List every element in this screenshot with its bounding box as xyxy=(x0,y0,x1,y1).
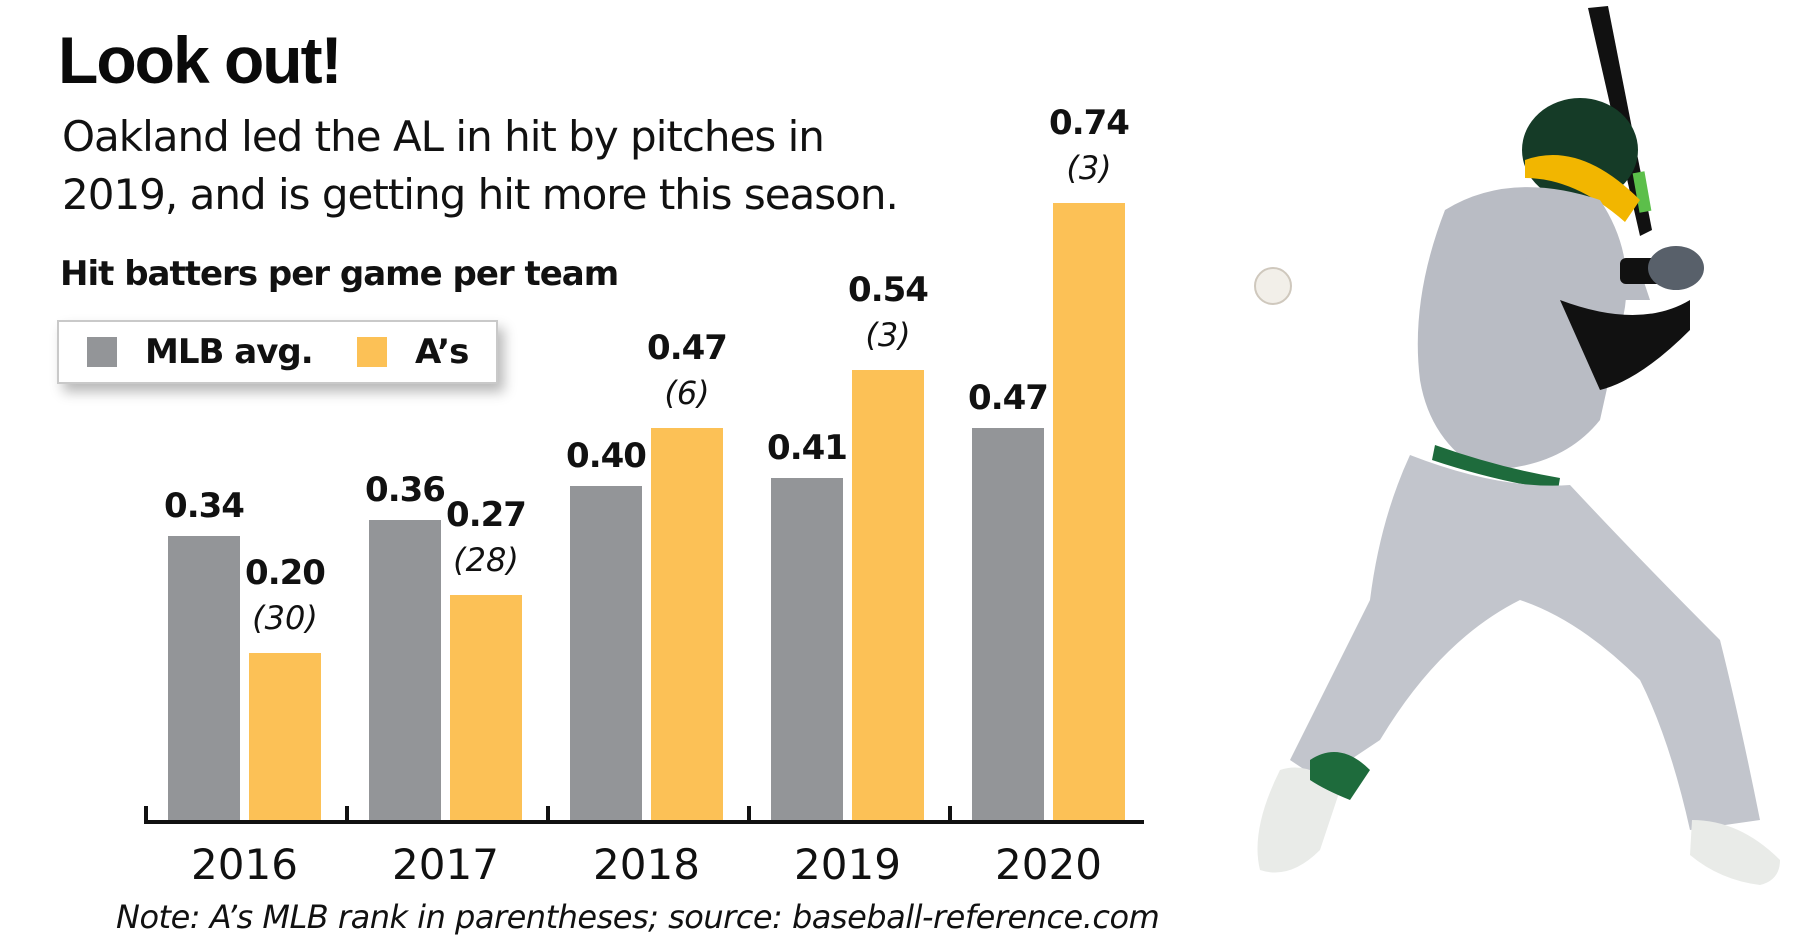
subtitle-line-1: Oakland led the AL in hit by pitches in xyxy=(62,112,825,161)
value-label-mlb-2017: 0.36 xyxy=(365,469,446,510)
bar-mlb-2020 xyxy=(972,428,1044,820)
bar-as-2019 xyxy=(852,369,924,820)
x-axis-label-2017: 2017 xyxy=(392,840,499,889)
bar-as-2020 xyxy=(1053,202,1125,820)
legend-swatch-mlb xyxy=(87,337,117,367)
rank-label-2018: (6) xyxy=(664,374,710,413)
chart-subtitle: Oakland led the AL in hit by pitches in … xyxy=(62,108,1022,224)
y-axis-label: Hit batters per game per team xyxy=(60,254,619,294)
value-label-mlb-2020: 0.47 xyxy=(968,378,1049,419)
value-label-as-2019: 0.54 xyxy=(848,269,929,310)
bar-as-2018 xyxy=(651,428,723,820)
x-axis-label-2016: 2016 xyxy=(191,840,298,889)
bar-mlb-2016 xyxy=(168,536,240,820)
x-axis-tick xyxy=(345,806,349,822)
value-label-mlb-2018: 0.40 xyxy=(566,436,647,477)
bar-chart-plot: 0.34 0.20 (30) 2016 0.36 0.27 (28) 2017 0.40 0.47… xyxy=(144,102,1144,889)
bar-as-2017 xyxy=(450,594,522,820)
rank-label-2017: (28) xyxy=(453,540,519,579)
value-label-as-2020: 0.74 xyxy=(1049,102,1130,143)
legend-swatch-as xyxy=(357,337,387,367)
legend-item-as: A’s xyxy=(357,322,469,382)
x-axis-line xyxy=(144,820,1144,824)
bar-mlb-2019 xyxy=(771,478,843,820)
chart-note: Note: A’s MLB rank in parentheses; sourc… xyxy=(116,898,1160,936)
x-axis-tick xyxy=(747,806,751,822)
rank-label-2020: (3) xyxy=(1066,148,1112,187)
baseball-icon xyxy=(1254,267,1292,305)
value-label-mlb-2016: 0.34 xyxy=(164,486,245,527)
legend-label-mlb: MLB avg. xyxy=(145,332,314,372)
bar-mlb-2018 xyxy=(570,486,642,820)
baseball-player-photo xyxy=(1254,6,1780,885)
rank-label-2019: (3) xyxy=(865,315,911,354)
bar-as-2016 xyxy=(249,653,321,820)
x-axis-label-2018: 2018 xyxy=(593,840,700,889)
x-axis-tick xyxy=(144,806,148,822)
legend: MLB avg. A’s xyxy=(57,320,498,384)
subtitle-line-2: 2019, and is getting hit more this seaso… xyxy=(62,170,899,219)
value-label-as-2017: 0.27 xyxy=(446,494,527,535)
value-label-as-2018: 0.47 xyxy=(647,328,728,369)
x-axis-label-2019: 2019 xyxy=(794,840,901,889)
chart-title: Look out! xyxy=(58,23,343,97)
value-label-as-2016: 0.20 xyxy=(245,553,326,594)
value-label-mlb-2019: 0.41 xyxy=(767,428,848,469)
rank-label-2016: (30) xyxy=(252,599,318,638)
x-axis-label-2020: 2020 xyxy=(995,840,1102,889)
legend-label-as: A’s xyxy=(415,332,469,372)
bar-mlb-2017 xyxy=(369,519,441,820)
x-axis-tick xyxy=(948,806,952,822)
legend-item-mlb: MLB avg. xyxy=(87,322,314,382)
x-axis-tick xyxy=(546,806,550,822)
